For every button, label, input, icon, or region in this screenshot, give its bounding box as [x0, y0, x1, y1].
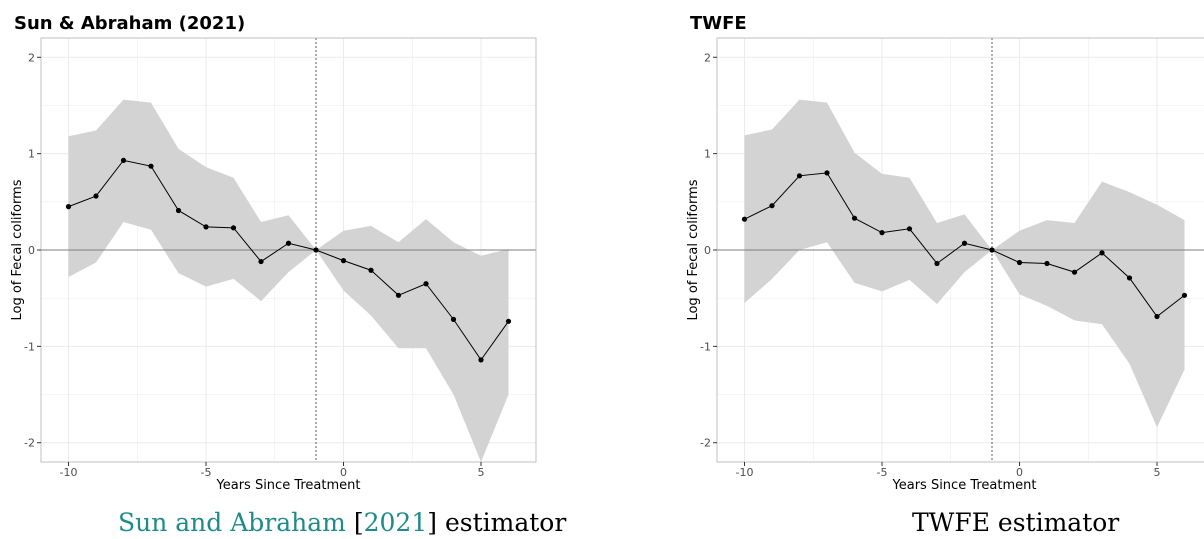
- estimate-point: [505, 318, 512, 324]
- left-caption: Sun and Abraham [2021] estimator: [118, 508, 566, 537]
- estimate-point: [906, 226, 913, 232]
- x-tick-label: 5: [1154, 466, 1161, 479]
- estimate-point: [285, 240, 292, 246]
- estimate-point: [824, 170, 830, 176]
- y-tick-label: 2: [28, 51, 35, 64]
- caption-bracket-close: ]: [427, 508, 437, 537]
- estimate-point: [148, 163, 154, 169]
- estimate-point: [769, 203, 775, 209]
- caption-cite-year: 2021: [364, 508, 428, 537]
- estimate-point: [175, 207, 182, 214]
- confidence-band: [744, 99, 1185, 428]
- caption-cite-author: Sun and Abraham: [118, 508, 346, 537]
- y-tick-label: 0: [28, 244, 35, 257]
- y-axis-ticks: -2 -1 0 1 2: [700, 51, 717, 450]
- y-tick-label: 1: [704, 148, 711, 161]
- x-axis-ticks: -10 -5 0 5: [60, 462, 485, 479]
- estimate-point: [65, 204, 72, 210]
- estimate-point: [478, 357, 484, 363]
- x-axis-ticks: -10 -5 0 5: [736, 462, 1161, 479]
- estimate-point: [1154, 313, 1160, 320]
- y-tick-label: -1: [24, 340, 35, 353]
- estimate-point: [230, 225, 237, 231]
- estimate-point: [961, 240, 968, 246]
- estimate-point: [1126, 275, 1133, 281]
- x-tick-label: -5: [201, 466, 212, 479]
- estimate-point: [934, 260, 940, 267]
- confidence-band: [68, 99, 509, 462]
- caption-bracket-open: [: [354, 508, 364, 537]
- y-tick-label: -2: [24, 437, 35, 450]
- estimate-point: [879, 230, 885, 236]
- estimate-point: [1016, 259, 1023, 266]
- x-tick-label: -10: [60, 466, 78, 479]
- chart-title: Sun & Abraham (2021): [14, 13, 245, 34]
- estimate-point: [796, 173, 803, 179]
- x-tick-label: 0: [1016, 466, 1023, 479]
- x-tick-label: 0: [340, 466, 347, 479]
- estimate-points: [741, 170, 1188, 320]
- x-tick-label: -5: [877, 466, 888, 479]
- estimate-point: [741, 216, 748, 222]
- estimate-point: [395, 292, 402, 298]
- estimate-point: [1181, 292, 1188, 298]
- estimate-point: [1071, 269, 1078, 275]
- y-axis-label: Log of Fecal coliforms: [10, 179, 25, 320]
- x-tick-label: 5: [478, 466, 485, 479]
- estimate-point: [313, 247, 319, 253]
- x-axis-label: Years Since Treatment: [216, 478, 361, 493]
- estimate-point: [203, 224, 209, 230]
- x-tick-label: -10: [736, 466, 754, 479]
- y-axis-ticks: -2 -1 0 1 2: [24, 51, 41, 450]
- estimate-point: [423, 281, 429, 287]
- y-tick-label: 2: [704, 51, 711, 64]
- y-tick-label: -2: [700, 437, 711, 450]
- estimate-point: [1044, 260, 1050, 267]
- x-axis-label: Years Since Treatment: [892, 478, 1037, 493]
- estimate-point: [120, 157, 127, 163]
- caption-rest: estimator: [437, 508, 566, 537]
- estimate-point: [851, 215, 858, 221]
- estimate-point: [1099, 250, 1105, 256]
- y-axis-label: Log of Fecal coliforms: [686, 179, 701, 320]
- estimate-point: [93, 193, 99, 199]
- estimate-point: [989, 247, 995, 253]
- y-tick-label: 0: [704, 244, 711, 257]
- estimate-points: [65, 157, 512, 363]
- right-caption: TWFE estimator: [912, 508, 1119, 537]
- y-tick-label: -1: [700, 340, 711, 353]
- estimate-point: [258, 258, 264, 265]
- chart-title: TWFE: [690, 13, 747, 34]
- estimate-point: [368, 267, 374, 273]
- estimate-point: [340, 258, 347, 264]
- y-tick-label: 1: [28, 148, 35, 161]
- estimate-point: [450, 316, 457, 322]
